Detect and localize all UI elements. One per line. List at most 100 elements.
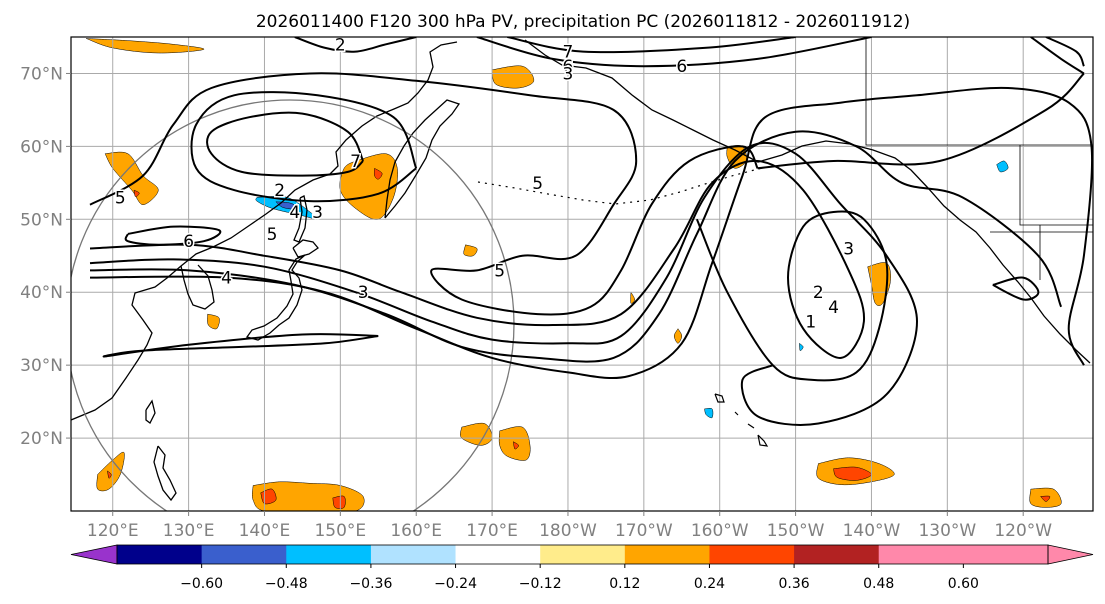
pv-contour-label-5: 5 bbox=[115, 188, 126, 208]
coast-kamchatka bbox=[384, 99, 461, 219]
pv-contour-line-1 bbox=[190, 91, 418, 203]
colorbar-tick-label-1: −0.48 bbox=[265, 576, 308, 592]
colorbar-border bbox=[116, 544, 1049, 565]
pv-contour-line-8 bbox=[124, 225, 222, 246]
pv-contour-line-2 bbox=[89, 72, 759, 316]
precipitation-layer bbox=[86, 38, 1062, 511]
x-tick-label-5: 170°E bbox=[466, 521, 518, 541]
colorbar-segment-8 bbox=[794, 545, 880, 564]
pv-contour-label-19: 6 bbox=[183, 232, 194, 252]
pv-contour-label-11: 3 bbox=[358, 283, 369, 303]
coast-korea bbox=[180, 264, 215, 310]
precip-region-9 bbox=[463, 244, 478, 257]
precip-region-21 bbox=[833, 466, 872, 481]
coast-hawaii bbox=[714, 393, 769, 447]
pv-contour-label-0: 7 bbox=[563, 43, 574, 63]
x-tick-label-8: 160°W bbox=[691, 521, 749, 541]
coast-hokkaido bbox=[292, 239, 319, 258]
x-tick-label-4: 160°E bbox=[390, 521, 442, 541]
pv-contour-label-10: 3 bbox=[312, 203, 323, 223]
colorbar-segment-10 bbox=[963, 545, 1049, 564]
colorbar-segment-6 bbox=[624, 545, 710, 564]
colorbar-tick-label-0: −0.60 bbox=[180, 576, 223, 592]
x-tick-label-3: 150°E bbox=[314, 521, 366, 541]
pv-contour-line-6 bbox=[89, 86, 1093, 380]
x-tick-label-12: 120°W bbox=[994, 521, 1052, 541]
x-tick-label-11: 130°W bbox=[918, 521, 976, 541]
map-border bbox=[70, 36, 1094, 512]
colorbar-tick-label-4: −0.12 bbox=[519, 576, 562, 592]
colorbar-segment-3 bbox=[370, 545, 457, 564]
pv-contour-line-7 bbox=[102, 333, 379, 358]
pv-contour-label-12: 3 bbox=[843, 239, 854, 259]
pv-contour-label-13: 3 bbox=[563, 64, 574, 84]
pv-contour-label-18: 7 bbox=[350, 152, 361, 172]
colorbar-tick-label-3: −0.24 bbox=[434, 576, 477, 592]
pv-contour-label-6: 5 bbox=[267, 225, 278, 245]
pv-contour-label-16: 2 bbox=[335, 35, 346, 55]
y-tick-label-3: 50°N bbox=[20, 210, 63, 230]
map-frame bbox=[71, 37, 1093, 511]
precip-region-11 bbox=[630, 291, 635, 304]
colorbar-segment-1 bbox=[201, 545, 287, 564]
x-tick-label-9: 150°W bbox=[767, 521, 825, 541]
colorbar-segment-5 bbox=[540, 545, 626, 564]
y-tick-label-5: 70°N bbox=[20, 64, 63, 84]
pv-contour-line-9 bbox=[992, 276, 1040, 301]
pv-contour-label-2: 6 bbox=[676, 57, 687, 77]
pv-contour-label-17: 1 bbox=[805, 312, 816, 332]
chart-title: 2026011400 F120 300 hPa PV, precipitatio… bbox=[256, 12, 910, 32]
pv-contour-label-4: 5 bbox=[494, 261, 505, 281]
precip-region-14 bbox=[512, 441, 519, 450]
precip-region-25 bbox=[275, 201, 300, 210]
y-tick-label-4: 60°N bbox=[20, 137, 63, 157]
y-tick-label-1: 30°N bbox=[20, 356, 63, 376]
precip-region-10 bbox=[673, 328, 683, 344]
precip-region-23 bbox=[1039, 495, 1051, 502]
colorbar-extend-low bbox=[70, 544, 118, 565]
colorbar-segment-4 bbox=[455, 545, 541, 564]
pv-contour-line-4 bbox=[89, 141, 919, 426]
coastline-layer bbox=[71, 37, 1093, 502]
x-tick-label-7: 170°W bbox=[615, 521, 673, 541]
precip-region-3 bbox=[133, 189, 140, 197]
y-axis-ticks: 20°N 30°N 40°N 50°N 60°N 70°N bbox=[20, 64, 71, 449]
x-tick-label-2: 140°E bbox=[239, 521, 291, 541]
coast-asia bbox=[71, 41, 458, 421]
precip-region-4 bbox=[491, 65, 535, 89]
pv-contour-layer bbox=[89, 37, 1093, 426]
precip-region-12 bbox=[460, 422, 493, 446]
pv-contour-label-3: 5 bbox=[532, 174, 543, 194]
pv-contour-label-15: 2 bbox=[813, 283, 824, 303]
pv-contour-label-9: 4 bbox=[828, 298, 839, 318]
colorbar-tick-label-6: 0.24 bbox=[694, 576, 725, 592]
colorbar-tick-label-8: 0.48 bbox=[863, 576, 894, 592]
colorbar: −0.60 −0.48 −0.36 −0.24 −0.12 0.12 0.24 0.36 0.4… bbox=[70, 544, 1094, 592]
pv-contour-line-11 bbox=[507, 37, 796, 54]
pv-contour-label-1: 6 bbox=[563, 57, 574, 77]
x-tick-label-10: 140°W bbox=[843, 521, 901, 541]
pv-contour-line-3 bbox=[89, 159, 889, 382]
pv-contour-line-14 bbox=[1045, 37, 1085, 67]
precip-region-8 bbox=[207, 313, 220, 330]
x-tick-label-0: 120°E bbox=[87, 521, 139, 541]
colorbar-segment-7 bbox=[709, 545, 795, 564]
precip-region-26 bbox=[996, 160, 1009, 173]
pv-contour-label-8: 4 bbox=[221, 269, 232, 289]
colorbar-tick-label-9: 0.60 bbox=[948, 576, 979, 592]
precip-region-16 bbox=[106, 470, 112, 479]
pv-contour-label-14: 2 bbox=[274, 181, 285, 201]
colorbar-tick-label-5: 0.12 bbox=[609, 576, 640, 592]
precip-region-2 bbox=[104, 151, 159, 205]
y-tick-label-2: 40°N bbox=[20, 283, 63, 303]
colorbar-tick-label-2: −0.36 bbox=[349, 576, 392, 592]
x-axis-ticks: 120°E 130°E 140°E 150°E 160°E 170°E 180°W 170°W… bbox=[87, 511, 1052, 541]
gridlines bbox=[71, 37, 1093, 511]
pv-contour-line-13 bbox=[1030, 37, 1085, 75]
precip-region-1 bbox=[373, 167, 383, 180]
pv-contour-line-15 bbox=[294, 37, 417, 53]
colorbar-segment-0 bbox=[117, 545, 203, 564]
colorbar-tick-label-7: 0.36 bbox=[779, 576, 810, 592]
